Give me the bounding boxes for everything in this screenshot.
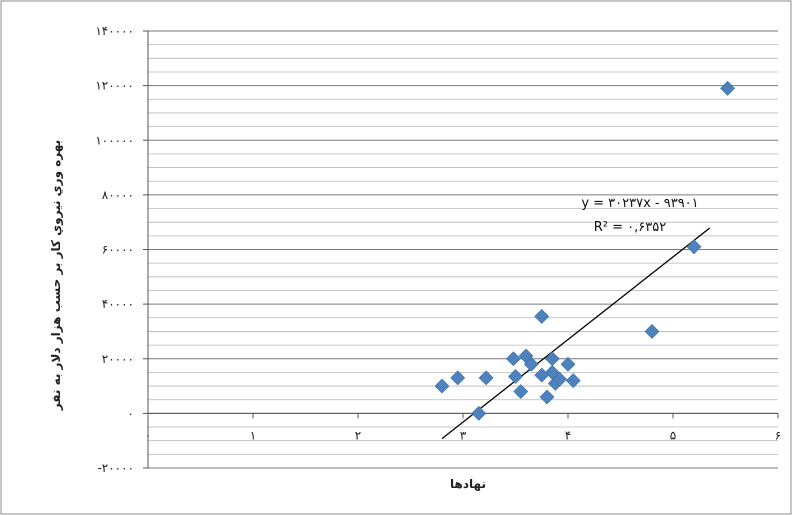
data-point xyxy=(644,324,660,339)
data-point xyxy=(434,378,450,394)
x-tick-label: ۳ xyxy=(460,428,467,442)
y-tick-label: ۸۰۰۰۰ xyxy=(102,188,134,202)
data-point xyxy=(539,389,555,405)
data-point xyxy=(471,405,487,421)
data-point xyxy=(508,369,523,384)
data-point xyxy=(513,384,529,399)
x-tick-label: ۲ xyxy=(355,428,361,442)
y-tick-label: ۰ xyxy=(128,406,134,420)
y-axis-tick-labels: -۲۰۰۰۰ ۰ ۲۰۰۰۰ ۴۰۰۰۰ ۶۰۰۰۰ ۸۰۰۰۰ ۱۰۰۰۰۰ ۱۲۰۰۰۰ ۱… xyxy=(95,24,148,475)
data-point xyxy=(560,356,576,372)
data-points xyxy=(434,80,736,421)
y-tick-label: ۱۲۰۰۰۰ xyxy=(95,79,134,93)
x-tick-label: ۵ xyxy=(670,428,676,442)
data-point xyxy=(523,356,539,372)
x-tick-label: ۴ xyxy=(565,428,571,442)
x-axis-title: نهادها xyxy=(450,477,486,491)
data-point xyxy=(552,371,568,387)
x-axis-tick-labels: ۰ ۱ ۲ ۳ ۴ ۵ ۶ xyxy=(145,413,781,442)
data-point xyxy=(565,373,581,389)
trendline xyxy=(441,227,711,440)
x-tick-label: ۱ xyxy=(250,428,256,442)
trendline-equation: y = ۳۰۲۳۷x - ۹۳۹۰۱ xyxy=(581,196,698,211)
y-tick-label: ۱۰۰۰۰۰ xyxy=(95,133,134,147)
y-tick-label: ۶۰۰۰۰ xyxy=(102,243,134,257)
minor-gridlines xyxy=(148,44,778,455)
x-tick-label: ۰ xyxy=(145,428,151,442)
data-point xyxy=(686,239,702,255)
trendline-r-squared: R² = ۰,۶۳۵۲ xyxy=(594,220,666,235)
data-point xyxy=(720,80,736,96)
data-point xyxy=(478,370,494,386)
data-point xyxy=(450,370,466,386)
y-axis-title: بهره وري نيروي كار بر حسب هزار دلار به ن… xyxy=(49,140,64,411)
y-tick-label: ۴۰۰۰۰ xyxy=(102,297,134,311)
y-tick-label: -۲۰۰۰۰ xyxy=(97,461,134,475)
x-tick-label: ۶ xyxy=(775,428,781,442)
y-tick-label: ۲۰۰۰۰ xyxy=(102,352,134,366)
data-point xyxy=(505,351,521,367)
y-tick-label: ۱۴۰۰۰۰ xyxy=(95,24,134,38)
data-point xyxy=(534,308,550,324)
